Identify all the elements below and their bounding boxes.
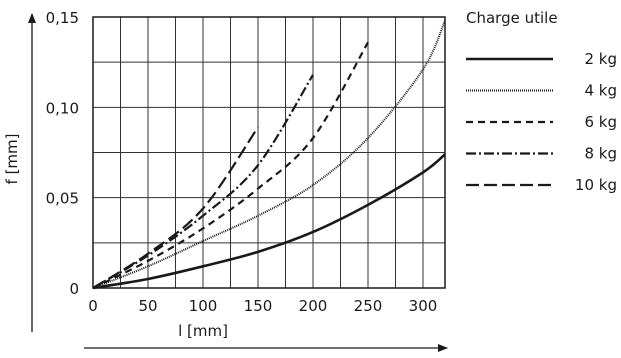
series-line-6-kg [92,41,369,289]
x-axis-title: l [mm] [178,322,228,340]
x-tick-label: 150 [244,297,273,315]
series-line-2-kg [92,153,446,290]
x-tick-label: 250 [354,297,383,315]
y-tick-label: 0 [69,280,79,298]
series-line-8-kg [92,74,314,289]
y-tick-label: 0,10 [46,99,79,117]
legend-title: Charge utile [466,9,558,27]
series-layer [92,20,446,290]
legend-label-4-kg: 4 kg [584,82,617,100]
legend-label-2-kg: 2 kg [584,50,617,68]
grid-layer [93,17,445,288]
plot-frame [92,16,446,289]
y-tick-label: 0,05 [46,190,79,208]
x-tick-label: 200 [299,297,328,315]
x-tick-label: 0 [88,297,98,315]
x-tick-label: 50 [138,297,157,315]
legend-label-8-kg: 8 kg [584,145,617,163]
series-line-10-kg [92,126,259,289]
legend-label-10-kg: 10 kg [575,176,617,194]
y-axis-title: f [mm] [3,134,21,185]
plot-border [92,16,446,289]
series-line-4-kg [92,20,446,289]
y-tick-label: 0,15 [46,9,79,27]
x-tick-label: 300 [409,297,438,315]
axis-arrows [28,13,448,352]
tick-labels: 0 50 100 150 200 250 300 0 0,05 0,10 0,15 [46,9,438,315]
x-tick-label: 100 [189,297,218,315]
legend: Charge utile 2 kg 4 kg 6 kg 8 kg 10 kg [466,9,617,194]
legend-label-6-kg: 6 kg [584,113,617,131]
